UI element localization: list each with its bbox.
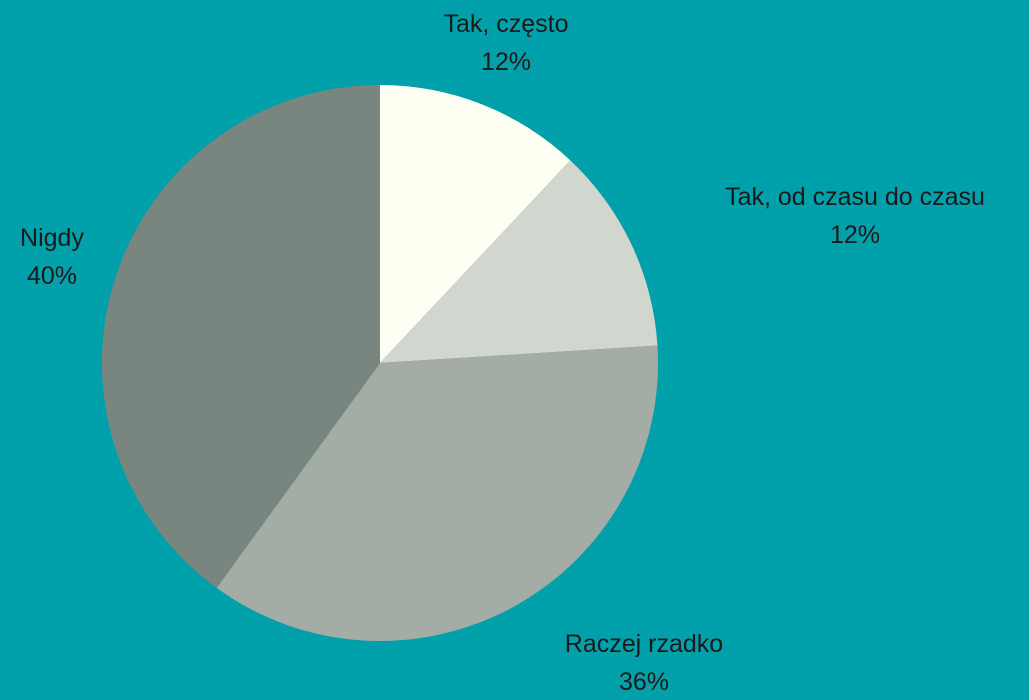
pie-labels: Tak, często 12% Tak, od czasu do czasu 12% R… [20, 10, 985, 696]
pie-slice-4 [101, 85, 380, 588]
slice-value-label-4: 40% [27, 262, 77, 290]
pie-slice-1 [380, 85, 571, 363]
slice-value-label-1: 12% [481, 48, 531, 76]
slice-value-label-2: 12% [830, 221, 880, 249]
slice-value-label-3: 36% [619, 668, 669, 696]
pie-slice-2 [380, 160, 658, 363]
slice-label-2: Tak, od czasu do czasu [725, 183, 985, 211]
slice-label-1: Tak, często [443, 10, 568, 38]
pie-slices [101, 85, 658, 641]
pie-slice-3 [216, 345, 658, 641]
slice-label-4: Nigdy [20, 224, 84, 252]
slice-label-3: Raczej rzadko [565, 630, 723, 658]
